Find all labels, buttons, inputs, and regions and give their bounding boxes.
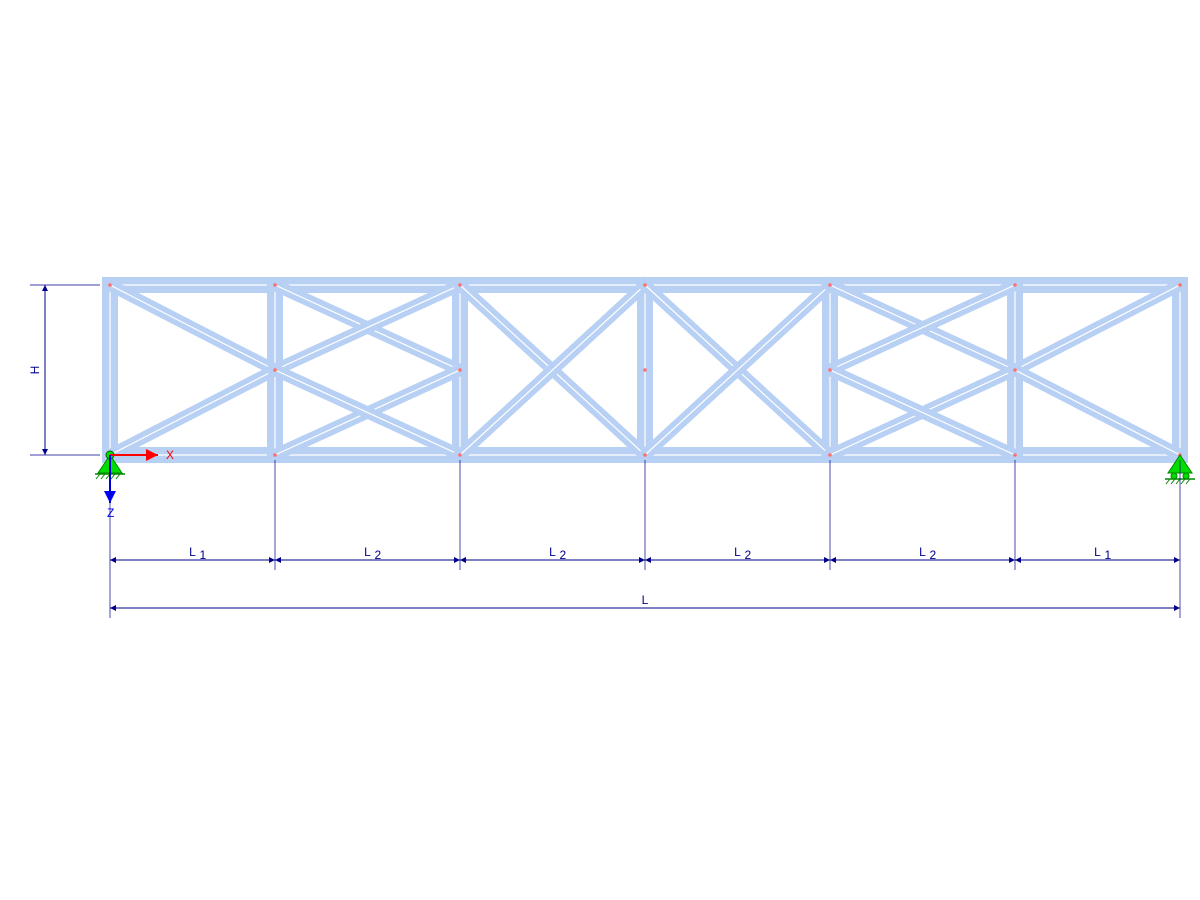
node [273, 283, 277, 287]
dimension-label: L [549, 545, 556, 559]
node [828, 368, 832, 372]
node [643, 453, 647, 457]
node [643, 368, 647, 372]
dimension-label: H [28, 366, 42, 375]
dimension-label: L [189, 545, 196, 559]
node [1013, 283, 1017, 287]
z-axis-label: Z [107, 506, 114, 520]
node [273, 368, 277, 372]
dimension-subscript: 1 [200, 548, 207, 562]
node [643, 283, 647, 287]
node [828, 283, 832, 287]
node [828, 453, 832, 457]
node [458, 368, 462, 372]
dimension-subscript: 2 [745, 548, 752, 562]
dimension-label: L [1094, 545, 1101, 559]
dimension-subscript: 2 [560, 548, 567, 562]
node [458, 283, 462, 287]
node [1013, 453, 1017, 457]
node [1178, 283, 1182, 287]
dimension-label: L [642, 593, 649, 607]
node [273, 453, 277, 457]
dimension-subscript: 2 [930, 548, 937, 562]
dimension-subscript: 2 [375, 548, 382, 562]
node [1013, 368, 1017, 372]
dimension-subscript: 1 [1105, 548, 1112, 562]
dimension-label: L [364, 545, 371, 559]
dimension-label: L [919, 545, 926, 559]
truss-diagram: XZ HL1L2L2L2L2L1L [0, 0, 1200, 900]
x-axis-label: X [166, 448, 174, 462]
node [108, 283, 112, 287]
dimension-label: L [734, 545, 741, 559]
node [458, 453, 462, 457]
